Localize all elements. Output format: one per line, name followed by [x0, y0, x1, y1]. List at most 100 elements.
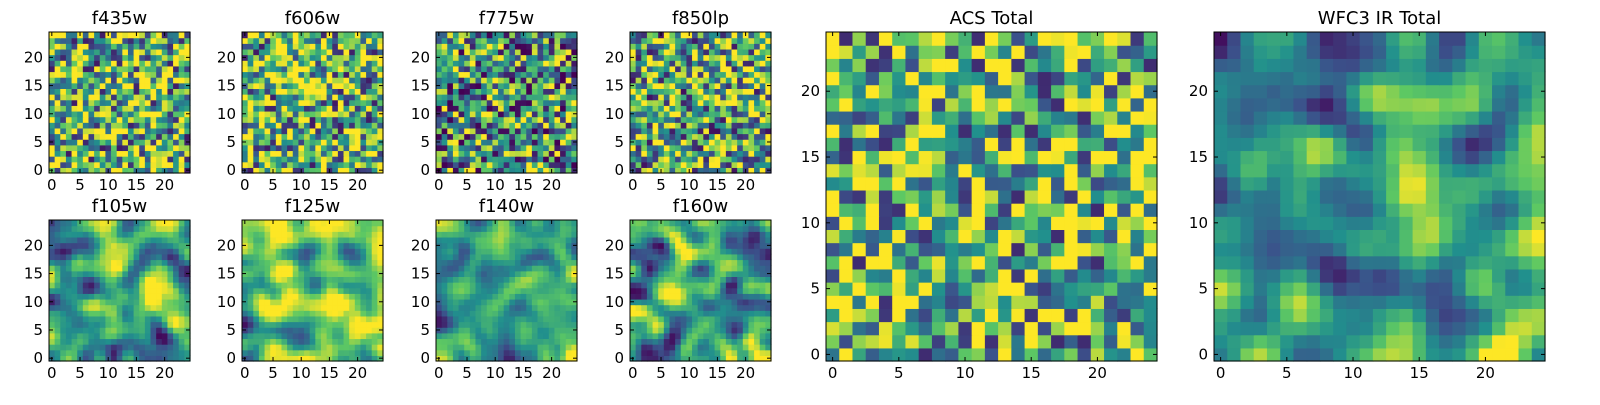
heatmap-cell [698, 71, 704, 77]
heatmap-cell [156, 327, 162, 333]
heatmap-cell [360, 254, 366, 260]
heatmap-cell [436, 226, 442, 232]
heatmap-cell [162, 226, 168, 232]
heatmap-cell [49, 350, 55, 356]
heatmap-cell [332, 162, 338, 168]
heatmap-cell [248, 88, 254, 94]
heatmap-cell [259, 156, 265, 162]
heatmap-cell [720, 162, 726, 168]
heatmap-cell [698, 111, 704, 117]
heatmap-cell [566, 259, 572, 265]
heatmap-cell [55, 105, 61, 111]
heatmap-cell [360, 226, 366, 232]
heatmap-cell [754, 71, 760, 77]
heatmap-cell [664, 83, 670, 89]
heatmap-cell [122, 77, 128, 83]
heatmap-cell [315, 248, 321, 254]
heatmap-cell [298, 134, 304, 140]
heatmap-cell [66, 134, 72, 140]
heatmap-cell [270, 226, 276, 232]
heatmap-cell [636, 71, 642, 77]
heatmap-cell [487, 128, 493, 134]
heatmap-cell [726, 128, 732, 134]
heatmap-cell [77, 145, 83, 151]
heatmap-cell [669, 322, 675, 328]
heatmap-cell [332, 282, 338, 288]
heatmap-cell [128, 259, 134, 265]
heatmap-cell [641, 88, 647, 94]
heatmap-cell [338, 344, 344, 350]
heatmap-cell [447, 156, 453, 162]
heatmap-cell [179, 77, 185, 83]
heatmap-cell [754, 338, 760, 344]
heatmap-cell [310, 139, 316, 145]
heatmap-cell [134, 94, 140, 100]
heatmap-cell [315, 162, 321, 168]
heatmap-cell [641, 100, 647, 106]
heatmap-cell [344, 276, 350, 282]
heatmap-cell [658, 66, 664, 72]
heatmap-cell [287, 43, 293, 49]
heatmap-cell [270, 49, 276, 55]
heatmap-cell [287, 88, 293, 94]
heatmap-cell [151, 49, 157, 55]
x-tick-label: 0 [47, 364, 57, 382]
heatmap-cell [532, 88, 538, 94]
heatmap-cell [360, 100, 366, 106]
heatmap-cell [287, 282, 293, 288]
heatmap-cell [151, 150, 157, 156]
heatmap-cell [470, 139, 476, 145]
heatmap-cell [669, 276, 675, 282]
heatmap-cell [321, 327, 327, 333]
heatmap-cell [100, 248, 106, 254]
heatmap-cell [293, 83, 299, 89]
heatmap-cell [55, 111, 61, 117]
heatmap-cell [304, 128, 310, 134]
heatmap-cell [709, 60, 715, 66]
heatmap-cell [669, 282, 675, 288]
heatmap-cell [122, 310, 128, 316]
heatmap-cell [543, 293, 549, 299]
heatmap-cell [105, 55, 111, 61]
heatmap-cell [470, 38, 476, 44]
heatmap-cell [117, 271, 123, 277]
heatmap-cell [504, 265, 510, 271]
heatmap-cell [253, 322, 259, 328]
heatmap-cell [658, 134, 664, 140]
heatmap-cell [66, 66, 72, 72]
heatmap-cell [554, 43, 560, 49]
heatmap-cell [270, 100, 276, 106]
heatmap-cell [327, 305, 333, 311]
heatmap-cell [658, 156, 664, 162]
heatmap-cell [156, 259, 162, 265]
heatmap-cell [481, 293, 487, 299]
heatmap-cell [117, 128, 123, 134]
heatmap-cell [94, 100, 100, 106]
heatmap-cell [276, 237, 282, 243]
heatmap-cell [754, 344, 760, 350]
heatmap-cell [447, 60, 453, 66]
heatmap-cell [681, 49, 687, 55]
heatmap-cell [242, 344, 248, 350]
heatmap-cell [737, 333, 743, 339]
heatmap-cell [253, 237, 259, 243]
heatmap-cell [692, 327, 698, 333]
heatmap-cell [504, 271, 510, 277]
heatmap-cell [698, 122, 704, 128]
heatmap-cell [179, 100, 185, 106]
heatmap-cell [715, 43, 721, 49]
heatmap-cell [122, 162, 128, 168]
heatmap-cell [66, 88, 72, 94]
heatmap-cell [77, 293, 83, 299]
heatmap-cell [748, 105, 754, 111]
heatmap-cell [134, 117, 140, 123]
heatmap-cell [543, 310, 549, 316]
heatmap-cell [470, 226, 476, 232]
heatmap-cell [253, 77, 259, 83]
heatmap-cell [675, 77, 681, 83]
heatmap-cell [732, 327, 738, 333]
heatmap-cell [72, 117, 78, 123]
heatmap-cell [475, 288, 481, 294]
heatmap-cell [681, 282, 687, 288]
heatmap-cell [105, 231, 111, 237]
